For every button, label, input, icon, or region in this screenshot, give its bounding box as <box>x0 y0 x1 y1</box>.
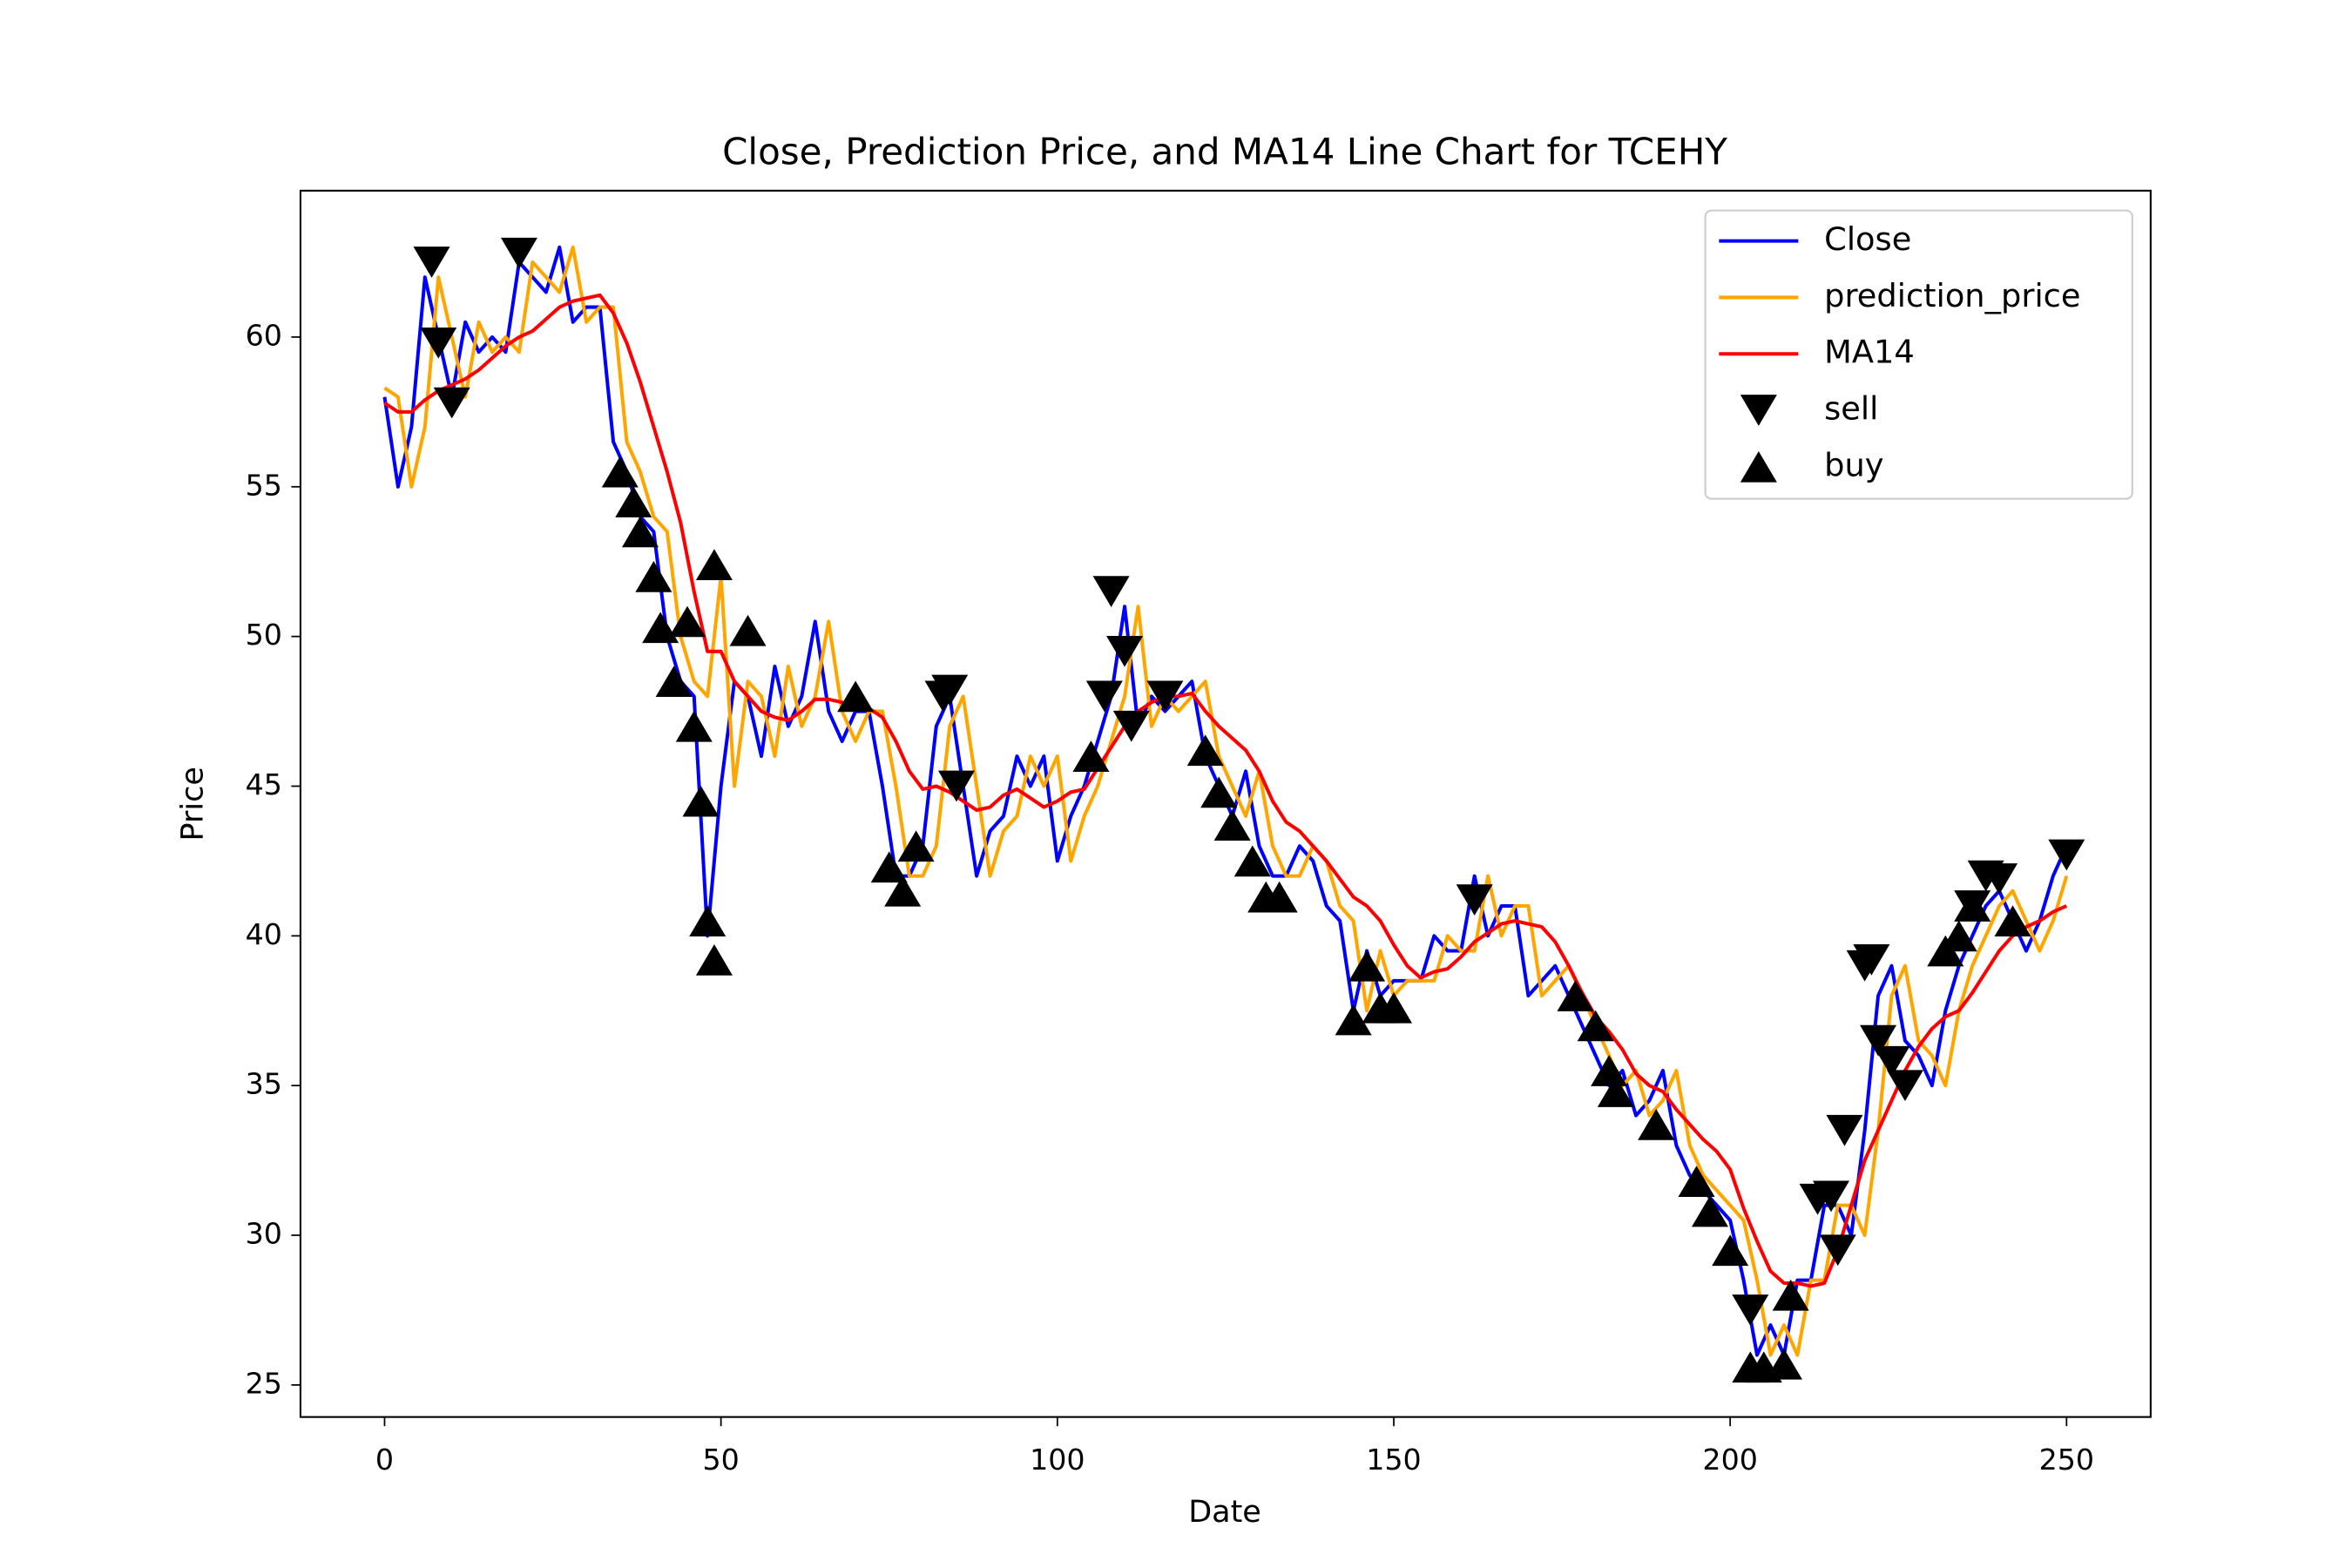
buy-marker <box>1591 1055 1628 1086</box>
buy-marker <box>1348 950 1386 982</box>
y-axis-label: Price <box>175 767 210 841</box>
sell-marker <box>1860 1024 1897 1057</box>
x-tick-label: 150 <box>1366 1443 1421 1477</box>
buy-marker <box>601 456 639 488</box>
legend-marker <box>1740 450 1777 483</box>
buy-marker <box>1260 881 1298 913</box>
buy-marker <box>1712 1234 1749 1267</box>
x-tick-label: 0 <box>375 1443 394 1477</box>
buy-marker <box>897 830 935 862</box>
x-tick-label: 250 <box>2039 1443 2094 1477</box>
buy-marker <box>1940 920 1977 952</box>
buy-marker <box>695 549 733 581</box>
sell-marker <box>413 247 450 278</box>
buy-marker <box>1638 1109 1675 1140</box>
sell-marker <box>1112 710 1150 742</box>
legend-label: sell <box>1824 390 1878 428</box>
sell-marker <box>937 770 975 802</box>
buy-marker <box>1200 776 1238 808</box>
sell-marker <box>1092 576 1130 607</box>
buy-marker <box>1994 905 2031 937</box>
legend-label: prediction_price <box>1824 277 2080 314</box>
buy-marker <box>1954 890 1991 922</box>
buy-marker <box>1678 1166 1715 1198</box>
buy-marker <box>870 851 908 883</box>
sell-marker <box>1085 680 1123 713</box>
legend-label: Close <box>1824 220 1911 258</box>
buy-marker <box>1691 1195 1729 1227</box>
buy-marker <box>837 680 875 713</box>
sell-marker <box>1456 884 1493 916</box>
buy-marker <box>1213 809 1251 841</box>
y-tick-label: 50 <box>246 618 282 652</box>
buy-marker <box>1233 845 1271 877</box>
buy-marker <box>1577 1010 1614 1042</box>
buy-marker <box>689 905 727 937</box>
buy-marker <box>621 516 659 548</box>
buy-marker <box>1772 1279 1809 1311</box>
buy-marker <box>1072 740 1110 772</box>
x-tick-label: 100 <box>1030 1443 1085 1477</box>
y-tick-label: 45 <box>246 767 282 801</box>
line-series <box>383 245 2069 1357</box>
sell-marker <box>2048 839 2085 871</box>
y-tick-label: 40 <box>246 917 282 951</box>
sell-marker <box>1732 1294 1769 1326</box>
sell-marker <box>1146 680 1184 713</box>
buy-marker <box>1335 1004 1372 1036</box>
chart-title: Close, Prediction Price, and MA14 Line C… <box>722 130 1727 172</box>
buy-marker <box>655 666 693 698</box>
y-tick-label: 55 <box>246 468 282 502</box>
x-tick-label: 200 <box>1702 1443 1757 1477</box>
buy-marker <box>1765 1348 1802 1380</box>
y-tick-label: 60 <box>246 318 282 352</box>
buy-marker <box>884 875 922 907</box>
x-tick-label: 50 <box>702 1443 739 1477</box>
sell-marker <box>433 387 470 419</box>
buy-marker <box>635 561 672 592</box>
sell-marker <box>1886 1070 1923 1102</box>
sell-marker <box>1873 1045 1910 1078</box>
buy-marker <box>729 614 767 646</box>
buy-marker <box>675 710 713 742</box>
sell-marker <box>1819 1234 1856 1267</box>
legend-label: buy <box>1824 446 1883 483</box>
buy-marker <box>682 785 720 817</box>
plot-frame <box>299 189 2152 1418</box>
sell-marker <box>420 327 457 359</box>
legend-box <box>1704 209 2133 500</box>
legend-label: MA14 <box>1824 334 1915 371</box>
legend: Close prediction_price MA14 sell buy <box>1704 209 2133 500</box>
sell-marker <box>931 674 969 706</box>
buy-marker <box>642 612 679 644</box>
y-tick-label: 30 <box>246 1217 282 1251</box>
legend-marker <box>1740 395 1777 426</box>
buy-marker <box>1375 991 1413 1024</box>
buy-marker <box>615 486 652 517</box>
buy-marker <box>1597 1076 1634 1107</box>
y-tick-label: 25 <box>246 1366 282 1400</box>
sell-marker <box>1981 863 2018 895</box>
buy-marker <box>1557 980 1594 1011</box>
sell-marker <box>1826 1114 1863 1146</box>
x-axis-label: Date <box>1188 1495 1261 1530</box>
buy-marker <box>1186 734 1224 767</box>
sell-marker <box>1853 943 1890 976</box>
y-tick-label: 35 <box>246 1067 282 1101</box>
buy-marker <box>669 605 706 638</box>
sell-marker <box>500 237 537 269</box>
sell-marker <box>1106 635 1144 667</box>
line-series <box>383 293 2068 1288</box>
buy-marker <box>695 943 733 976</box>
sell-marker <box>1812 1180 1850 1213</box>
